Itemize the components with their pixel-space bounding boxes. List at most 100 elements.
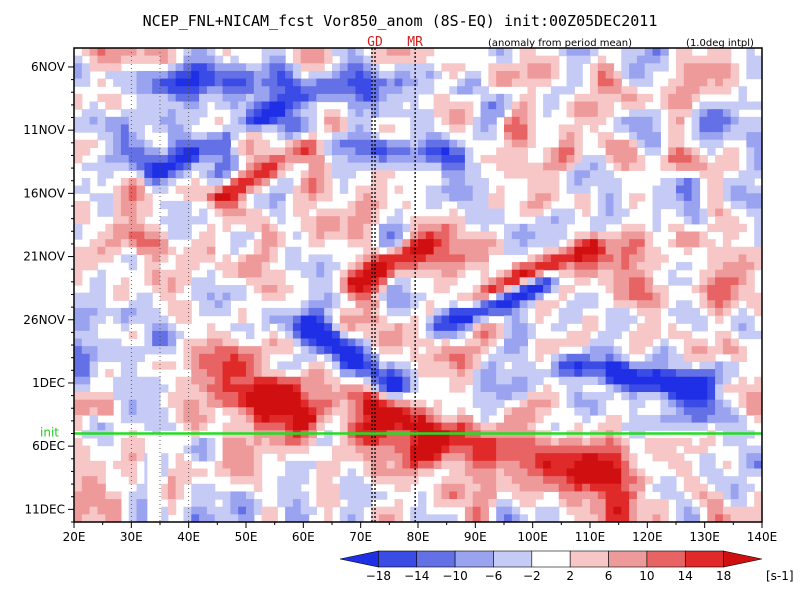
field-cell <box>253 453 263 462</box>
field-cell <box>152 78 161 87</box>
field-cell <box>636 392 646 401</box>
field-cell <box>347 369 357 378</box>
field-cell <box>722 124 732 133</box>
field-cell <box>378 315 388 324</box>
field-cell <box>597 231 607 240</box>
field-cell <box>660 392 669 401</box>
field-cell <box>292 208 302 217</box>
field-cell <box>175 460 185 470</box>
field-cell <box>519 376 529 385</box>
field-cell <box>574 392 583 401</box>
field-cell <box>339 86 349 95</box>
field-cell <box>754 460 762 470</box>
field-cell <box>488 246 497 256</box>
field-cell <box>644 499 654 508</box>
field-cell <box>128 109 138 118</box>
field-cell <box>613 353 622 363</box>
field-cell <box>511 437 521 447</box>
colorbar-segment <box>339 550 379 568</box>
field-cell <box>668 384 677 393</box>
field-cell <box>402 384 411 393</box>
field-cell <box>480 124 489 133</box>
field-cell <box>246 177 255 187</box>
field-cell <box>613 216 622 225</box>
field-cell <box>488 330 497 340</box>
field-cell <box>590 514 599 522</box>
field-cell <box>707 254 716 263</box>
field-cell <box>668 147 677 156</box>
field-cell <box>113 185 122 194</box>
field-cell <box>128 132 138 141</box>
field-cell <box>74 483 83 493</box>
field-cell <box>660 300 669 309</box>
field-cell <box>574 193 583 202</box>
field-cell <box>590 216 599 225</box>
field-cell <box>277 132 286 141</box>
field-cell <box>668 223 677 233</box>
field-cell <box>621 300 630 309</box>
field-cell <box>113 139 122 148</box>
field-cell <box>644 384 654 393</box>
field-cell <box>527 200 536 210</box>
field-cell <box>339 269 349 278</box>
field-cell <box>519 147 529 156</box>
field-cell <box>191 361 200 370</box>
field-cell <box>418 48 427 57</box>
field-cell <box>722 338 732 347</box>
field-cell <box>574 353 583 363</box>
field-cell <box>261 422 271 431</box>
field-cell <box>332 445 341 454</box>
field-cell <box>590 93 599 103</box>
field-cell <box>199 86 208 95</box>
field-cell <box>457 384 466 393</box>
field-cell <box>175 254 185 263</box>
field-cell <box>394 399 403 408</box>
field-cell <box>253 460 263 470</box>
field-cell <box>410 223 419 233</box>
field-cell <box>543 262 552 271</box>
field-cell <box>332 162 341 171</box>
field-cell <box>668 399 677 408</box>
field-cell <box>74 445 83 454</box>
field-cell <box>590 269 599 278</box>
field-cell <box>105 132 114 141</box>
field-cell <box>636 292 646 301</box>
field-cell <box>629 514 638 522</box>
field-cell <box>566 491 575 500</box>
field-cell <box>386 147 396 156</box>
field-cell <box>74 476 83 485</box>
field-cell <box>136 86 145 95</box>
field-cell <box>347 101 357 110</box>
field-cell <box>136 315 145 324</box>
field-cell <box>613 177 622 187</box>
field-cell <box>136 216 145 225</box>
field-cell <box>246 170 255 179</box>
field-cell <box>535 407 544 416</box>
field-cell <box>277 239 286 248</box>
field-cell <box>269 292 278 301</box>
field-cell <box>269 437 278 447</box>
field-cell <box>550 323 560 332</box>
field-cell <box>316 483 325 493</box>
field-cell <box>238 384 247 393</box>
field-cell <box>97 506 106 515</box>
field-cell <box>457 483 466 493</box>
field-cell <box>457 407 466 416</box>
field-cell <box>629 124 638 133</box>
field-cell <box>496 445 505 454</box>
field-cell <box>371 323 380 332</box>
field-cell <box>652 323 661 332</box>
field-cell <box>355 384 364 393</box>
field-cell <box>683 346 693 355</box>
field-cell <box>464 246 474 256</box>
field-cell <box>136 231 145 240</box>
field-cell <box>292 147 302 156</box>
field-cell <box>715 277 724 286</box>
field-cell <box>253 506 263 515</box>
field-cell <box>574 63 583 72</box>
field-cell <box>449 193 458 202</box>
field-cell <box>613 491 622 500</box>
field-cell <box>691 506 701 515</box>
field-cell <box>97 78 106 87</box>
field-cell <box>449 437 458 447</box>
